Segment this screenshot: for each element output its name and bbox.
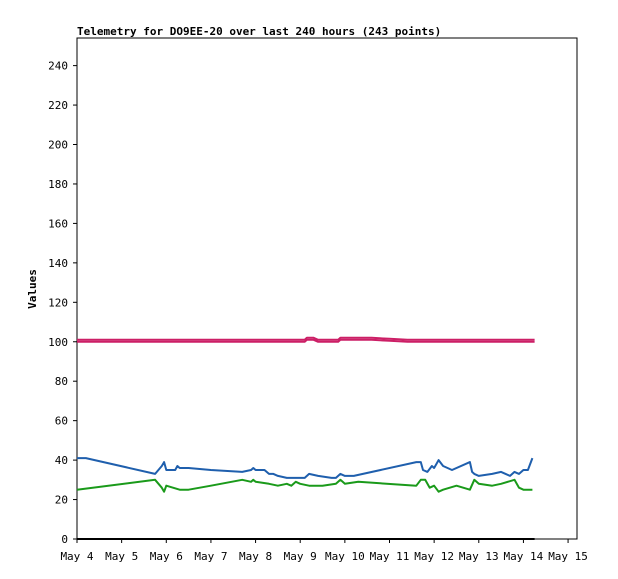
y-tick-label: 60 [55,415,68,428]
series-line-4 [77,338,535,343]
y-axis-label: Values [26,269,39,309]
y-tick-label: 180 [48,178,68,191]
series-line-3 [77,336,535,341]
x-tick-label: May 4 [60,550,93,563]
series-line-1 [77,457,534,479]
y-tick-label: 240 [48,60,68,73]
y-tick-label: 80 [55,375,68,388]
y-tick-label: 20 [55,494,68,507]
x-tick-label: May 12 [414,550,454,563]
y-tick-label: 160 [48,217,68,230]
y-tick-label: 120 [48,296,68,309]
x-tick-label: May 14 [504,550,544,563]
x-tick-label: May 7 [194,550,227,563]
y-tick-label: 140 [48,257,68,270]
y-tick-label: 100 [48,336,68,349]
chart-title: Telemetry for DO9EE-20 over last 240 hou… [77,25,441,38]
y-tick-label: 200 [48,139,68,152]
x-axis-ticks: May 4 May 5 May 6 May 7 May 8 May 9 May 10 May … [60,539,588,563]
y-tick-label: 0 [61,533,68,546]
y-tick-label: 40 [55,454,68,467]
x-tick-label: May 9 [284,550,317,563]
series-line-2 [76,478,533,493]
x-tick-label: May 15 [548,550,588,563]
plot-frame [76,37,578,540]
y-tick-label: 220 [48,99,68,112]
x-tick-label: May 5 [105,550,138,563]
x-tick-label: May 8 [239,550,272,563]
x-tick-label: May 13 [459,550,499,563]
y-axis-ticks: 0 20 40 60 80 100 120 140 160 180 200 220 240 [48,60,77,546]
x-tick-label: May 11 [370,550,410,563]
series-layer [76,336,535,540]
x-tick-label: May 6 [150,550,183,563]
x-tick-label: May 10 [325,550,365,563]
